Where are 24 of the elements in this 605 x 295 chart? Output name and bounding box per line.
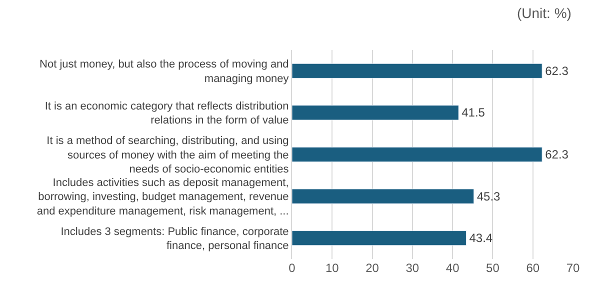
bar — [292, 63, 542, 78]
bar — [292, 188, 474, 204]
data-label: 45.3 — [476, 189, 501, 204]
x-tick-label: 0 — [288, 261, 296, 275]
x-tick-label: 10 — [325, 261, 340, 275]
data-label: 62.3 — [545, 148, 569, 162]
x-tick-label: 50 — [486, 261, 500, 275]
x-tick-label: 70 — [566, 261, 580, 275]
bar — [292, 146, 542, 162]
bar — [292, 230, 466, 246]
x-tick-label: 30 — [406, 261, 420, 275]
y-tick-label: It is a method of searching, distributing, and using sources of money with the aim of meeting the needs of socio-economic entities — [46, 135, 290, 176]
y-tick-label: Not just money, but also the process of moving and managing money — [40, 58, 290, 85]
x-tick-label: 60 — [526, 261, 540, 275]
data-label: 62.3 — [545, 64, 569, 78]
data-label: 43.4 — [469, 231, 493, 246]
y-tick-label: It is an economic category that reflects distribution relations in the form of value — [44, 100, 289, 127]
bar — [292, 105, 459, 120]
data-label: 41.5 — [462, 106, 486, 120]
y-tick-label: Includes activities such as deposit management, borrowing, investing, budget management, revenue and expenditure management, risk management, ... — [36, 176, 289, 218]
x-tick-label: 40 — [446, 261, 460, 275]
x-tick-label: 20 — [366, 261, 380, 275]
y-tick-label: Includes 3 segments: Public finance, corporate finance, personal finance — [60, 226, 289, 252]
text: (Unit: %) — [517, 5, 572, 21]
